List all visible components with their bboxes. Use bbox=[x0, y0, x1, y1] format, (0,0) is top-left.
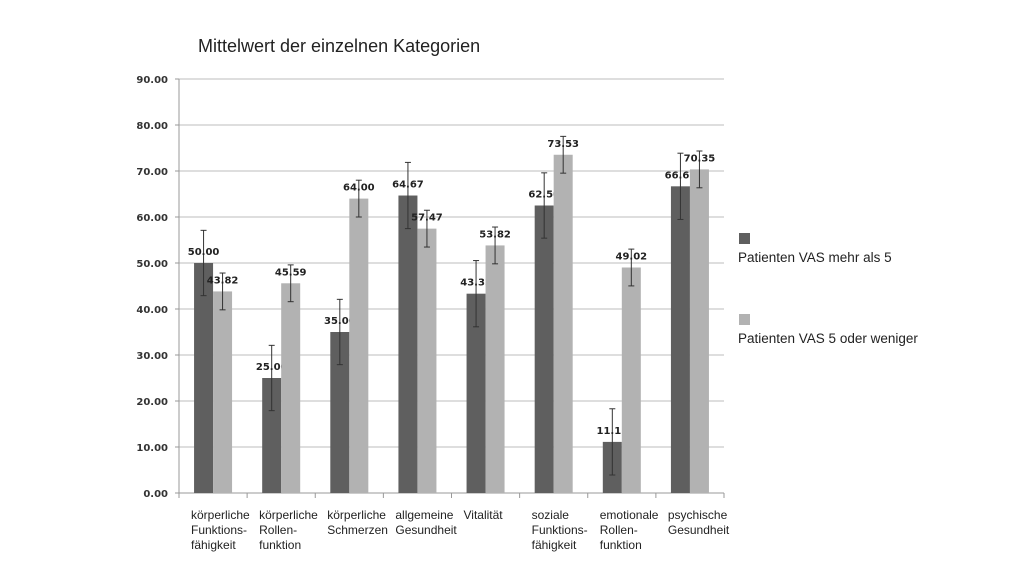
y-tick-label: 70.00 bbox=[136, 167, 168, 178]
bar-series-1 bbox=[330, 332, 350, 493]
data-label: 66.67 bbox=[665, 170, 697, 181]
y-tick-label: 50.00 bbox=[136, 259, 168, 270]
legend-label-series-2: Patienten VAS 5 oder weniger bbox=[738, 331, 918, 346]
y-tick-label: 90.00 bbox=[136, 75, 168, 86]
y-tick-label: 30.00 bbox=[136, 351, 168, 362]
data-label: 50.00 bbox=[188, 247, 220, 258]
bar-series-2 bbox=[621, 267, 641, 493]
data-label: 57.47 bbox=[411, 213, 443, 224]
bar-series-2 bbox=[417, 228, 437, 493]
data-label: 43.33 bbox=[460, 278, 492, 289]
data-label: 35.00 bbox=[324, 316, 356, 327]
bar-series-2 bbox=[553, 154, 573, 493]
x-tick-label: soziale Funktions- fähigkeit bbox=[531, 508, 588, 552]
data-label: 70.35 bbox=[684, 153, 716, 164]
y-tick-label: 80.00 bbox=[136, 121, 168, 132]
legend-label-series-1: Patienten VAS mehr als 5 bbox=[738, 250, 892, 265]
data-label: 25.00 bbox=[256, 362, 288, 373]
y-tick-label: 40.00 bbox=[136, 305, 168, 316]
legend-swatch-series-2 bbox=[739, 314, 750, 325]
y-tick-label: 10.00 bbox=[136, 443, 168, 454]
data-label: 43.82 bbox=[207, 275, 239, 286]
data-label: 49.02 bbox=[615, 252, 647, 263]
y-tick-label: 60.00 bbox=[136, 213, 168, 224]
bar-series-1 bbox=[534, 205, 554, 493]
data-label: 64.00 bbox=[343, 183, 375, 194]
data-label: 53.82 bbox=[479, 229, 511, 240]
bar-series-1 bbox=[194, 263, 214, 493]
x-tick-label: psychische Gesundheit bbox=[667, 508, 730, 537]
x-tick-label: körperliche Schmerzen bbox=[327, 508, 388, 537]
y-tick-label: 0.00 bbox=[143, 489, 168, 500]
legend-swatch-series-1 bbox=[739, 233, 750, 244]
data-label: 73.53 bbox=[547, 139, 579, 150]
bar-series-2 bbox=[485, 245, 505, 493]
bar-series-1 bbox=[466, 293, 486, 493]
data-label: 11.11 bbox=[596, 426, 628, 437]
x-tick-label: körperliche Rollen- funktion bbox=[259, 508, 318, 552]
y-tick-label: 20.00 bbox=[136, 397, 168, 408]
bar-series-2 bbox=[349, 198, 369, 493]
bar-series-2 bbox=[281, 283, 301, 493]
bar-series-1 bbox=[670, 186, 690, 493]
bar-series-2 bbox=[689, 169, 709, 493]
bar-series-1 bbox=[262, 378, 282, 493]
bar-series-2 bbox=[213, 291, 233, 493]
bar-series-1 bbox=[398, 195, 418, 493]
data-label: 45.59 bbox=[275, 267, 307, 278]
x-tick-label: allgemeine Gesundheit bbox=[395, 508, 457, 537]
chart-title: Mittelwert der einzelnen Kategorien bbox=[198, 36, 481, 56]
x-tick-label: körperliche Funktions- fähigkeit bbox=[191, 508, 250, 552]
data-label: 64.67 bbox=[392, 180, 424, 191]
data-label: 62.50 bbox=[528, 190, 560, 201]
x-tick-label: Vitalität bbox=[463, 508, 503, 522]
x-tick-label: emotionale Rollen- funktion bbox=[599, 508, 659, 552]
